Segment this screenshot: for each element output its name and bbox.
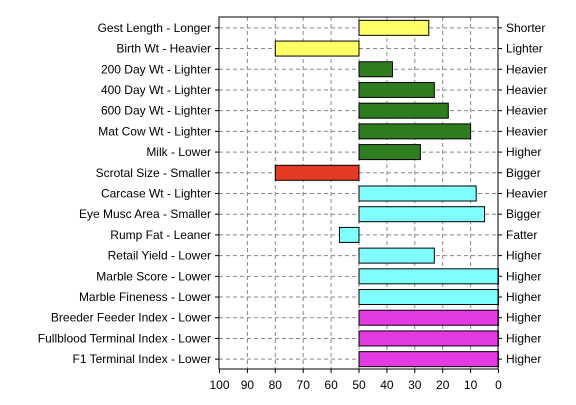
- trait-label-right: Shorter: [506, 21, 545, 35]
- axis-ticks: [215, 27, 502, 373]
- bar: [358, 330, 499, 347]
- x-tick-label: 30: [408, 378, 422, 392]
- x-tick-label: 50: [352, 378, 366, 392]
- x-tick-label: 80: [269, 378, 283, 392]
- trait-label-left: Mat Cow Wt - Lighter: [98, 124, 211, 138]
- trait-label-left: Rump Fat - Leaner: [110, 228, 211, 242]
- x-axis-tick-labels: 100 90 80 70 60 50 40 30 20 10 0: [209, 378, 502, 392]
- trait-label-right: Lighter: [506, 42, 543, 56]
- bar: [338, 226, 360, 243]
- trait-label-left: Retail Yield - Lower: [108, 249, 211, 263]
- trait-label-left: 200 Day Wt - Lighter: [101, 62, 211, 76]
- trait-label-left: Carcase Wt - Lighter: [101, 187, 211, 201]
- trait-label-right: Bigger: [506, 207, 541, 221]
- x-tick-label: 0: [495, 378, 502, 392]
- bar: [358, 351, 499, 368]
- bar: [358, 144, 421, 161]
- bar: [358, 268, 499, 285]
- trait-label-right: Higher: [506, 145, 541, 159]
- trait-label-left: F1 Terminal Index - Lower: [72, 352, 211, 366]
- trait-label-left: Marble Fineness - Lower: [79, 290, 211, 304]
- bar: [358, 61, 393, 78]
- trait-label-left: Milk - Lower: [146, 145, 211, 159]
- trait-label-right: Heavier: [506, 187, 547, 201]
- bar: [274, 164, 360, 181]
- trait-label-left: Breeder Feeder Index - Lower: [51, 311, 211, 325]
- bar: [358, 185, 477, 202]
- trait-labels-left: Gest Length - Longer Birth Wt - Heavier 20…: [38, 21, 211, 366]
- bar: [358, 289, 499, 306]
- trait-label-left: Scrotal Size - Smaller: [96, 166, 211, 180]
- bar: [358, 19, 430, 36]
- trait-label-right: Higher: [506, 352, 541, 366]
- bar: [274, 40, 360, 57]
- trait-label-right: Higher: [506, 249, 541, 263]
- trait-labels-right: Shorter Lighter Heavier Heavier Heavier Heavi…: [506, 21, 547, 366]
- x-tick-label: 60: [324, 378, 338, 392]
- trait-label-right: Fatter: [506, 228, 537, 242]
- trait-label-left: 600 Day Wt - Lighter: [101, 104, 211, 118]
- bar: [358, 102, 449, 119]
- trait-label-left: Birth Wt - Heavier: [116, 42, 211, 56]
- bar: [358, 247, 435, 264]
- bars: [274, 19, 499, 368]
- trait-label-left: 400 Day Wt - Lighter: [101, 83, 211, 97]
- bar: [358, 123, 472, 140]
- trait-label-right: Higher: [506, 290, 541, 304]
- x-tick-label: 20: [436, 378, 450, 392]
- x-tick-label: 70: [297, 378, 311, 392]
- x-tick-label: 100: [209, 378, 229, 392]
- trait-label-right: Heavier: [506, 104, 547, 118]
- bar: [358, 81, 435, 98]
- trait-label-left: Marble Score - Lower: [96, 269, 211, 283]
- x-tick-label: 40: [380, 378, 394, 392]
- trait-label-right: Higher: [506, 331, 541, 345]
- trait-label-right: Heavier: [506, 124, 547, 138]
- x-tick-label: 10: [464, 378, 478, 392]
- trait-label-right: Higher: [506, 269, 541, 283]
- x-tick-label: 90: [241, 378, 255, 392]
- bar: [358, 206, 486, 223]
- trait-label-right: Higher: [506, 311, 541, 325]
- trait-label-left: Eye Musc Area - Smaller: [79, 207, 211, 221]
- bar: [358, 309, 499, 326]
- trait-label-right: Heavier: [506, 62, 547, 76]
- trait-label-left: Gest Length - Longer: [98, 21, 211, 35]
- trait-label-right: Heavier: [506, 83, 547, 97]
- trait-label-left: Fullblood Terminal Index - Lower: [38, 331, 211, 345]
- trait-label-right: Bigger: [506, 166, 541, 180]
